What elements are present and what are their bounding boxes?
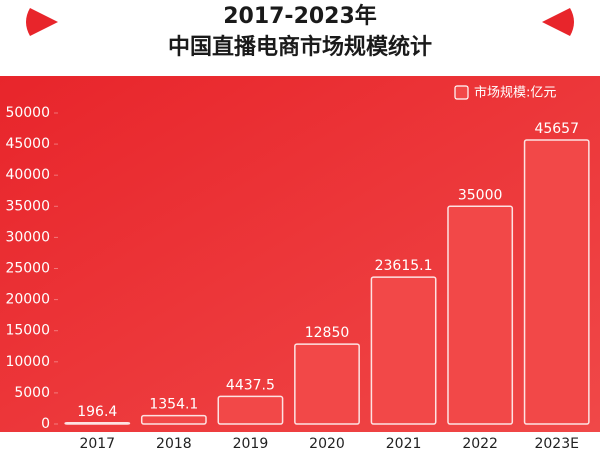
bar <box>217 395 284 425</box>
data-label: 12850 <box>305 325 350 341</box>
x-tick-label: 2018 <box>156 436 192 452</box>
x-tick-label: 2017 <box>79 436 115 452</box>
data-label: 196.4 <box>77 404 117 420</box>
bar <box>140 414 207 425</box>
data-label: 35000 <box>458 187 503 203</box>
chart-subtitle: 中国直播电商市场规模统计 <box>168 34 432 60</box>
x-tick-label: 2021 <box>386 436 422 452</box>
x-tick-label: 2023E <box>534 436 578 452</box>
y-tick-label: 20000 <box>5 292 50 308</box>
x-tick-label: 2020 <box>309 436 345 452</box>
y-tick-label: 30000 <box>5 229 50 245</box>
bar <box>447 205 514 425</box>
y-tick-label: 10000 <box>5 354 50 370</box>
chart-title: 2017-2023年 <box>223 3 377 29</box>
data-label: 4437.5 <box>226 377 275 393</box>
bar <box>64 422 131 425</box>
logo-left <box>26 8 58 36</box>
bar <box>370 276 437 425</box>
data-label: 45657 <box>534 121 579 137</box>
y-tick-label: 0 <box>41 416 50 432</box>
y-tick-label: 35000 <box>5 198 50 214</box>
y-tick-label: 45000 <box>5 136 50 152</box>
y-tick-label: 50000 <box>5 105 50 121</box>
y-tick-label: 5000 <box>14 385 50 401</box>
x-tick-label: 2019 <box>233 436 269 452</box>
legend-label: 市场规模:亿元 <box>474 85 556 101</box>
bar <box>294 343 360 425</box>
data-label: 1354.1 <box>149 397 198 413</box>
y-tick-label: 25000 <box>5 260 50 276</box>
data-label: 23615.1 <box>375 258 433 274</box>
x-tick-label: 2022 <box>462 436 498 452</box>
legend-swatch <box>454 85 469 100</box>
bar <box>523 139 590 425</box>
logo-right <box>542 8 574 36</box>
y-tick-label: 15000 <box>5 323 50 339</box>
y-tick-label: 40000 <box>5 167 50 183</box>
